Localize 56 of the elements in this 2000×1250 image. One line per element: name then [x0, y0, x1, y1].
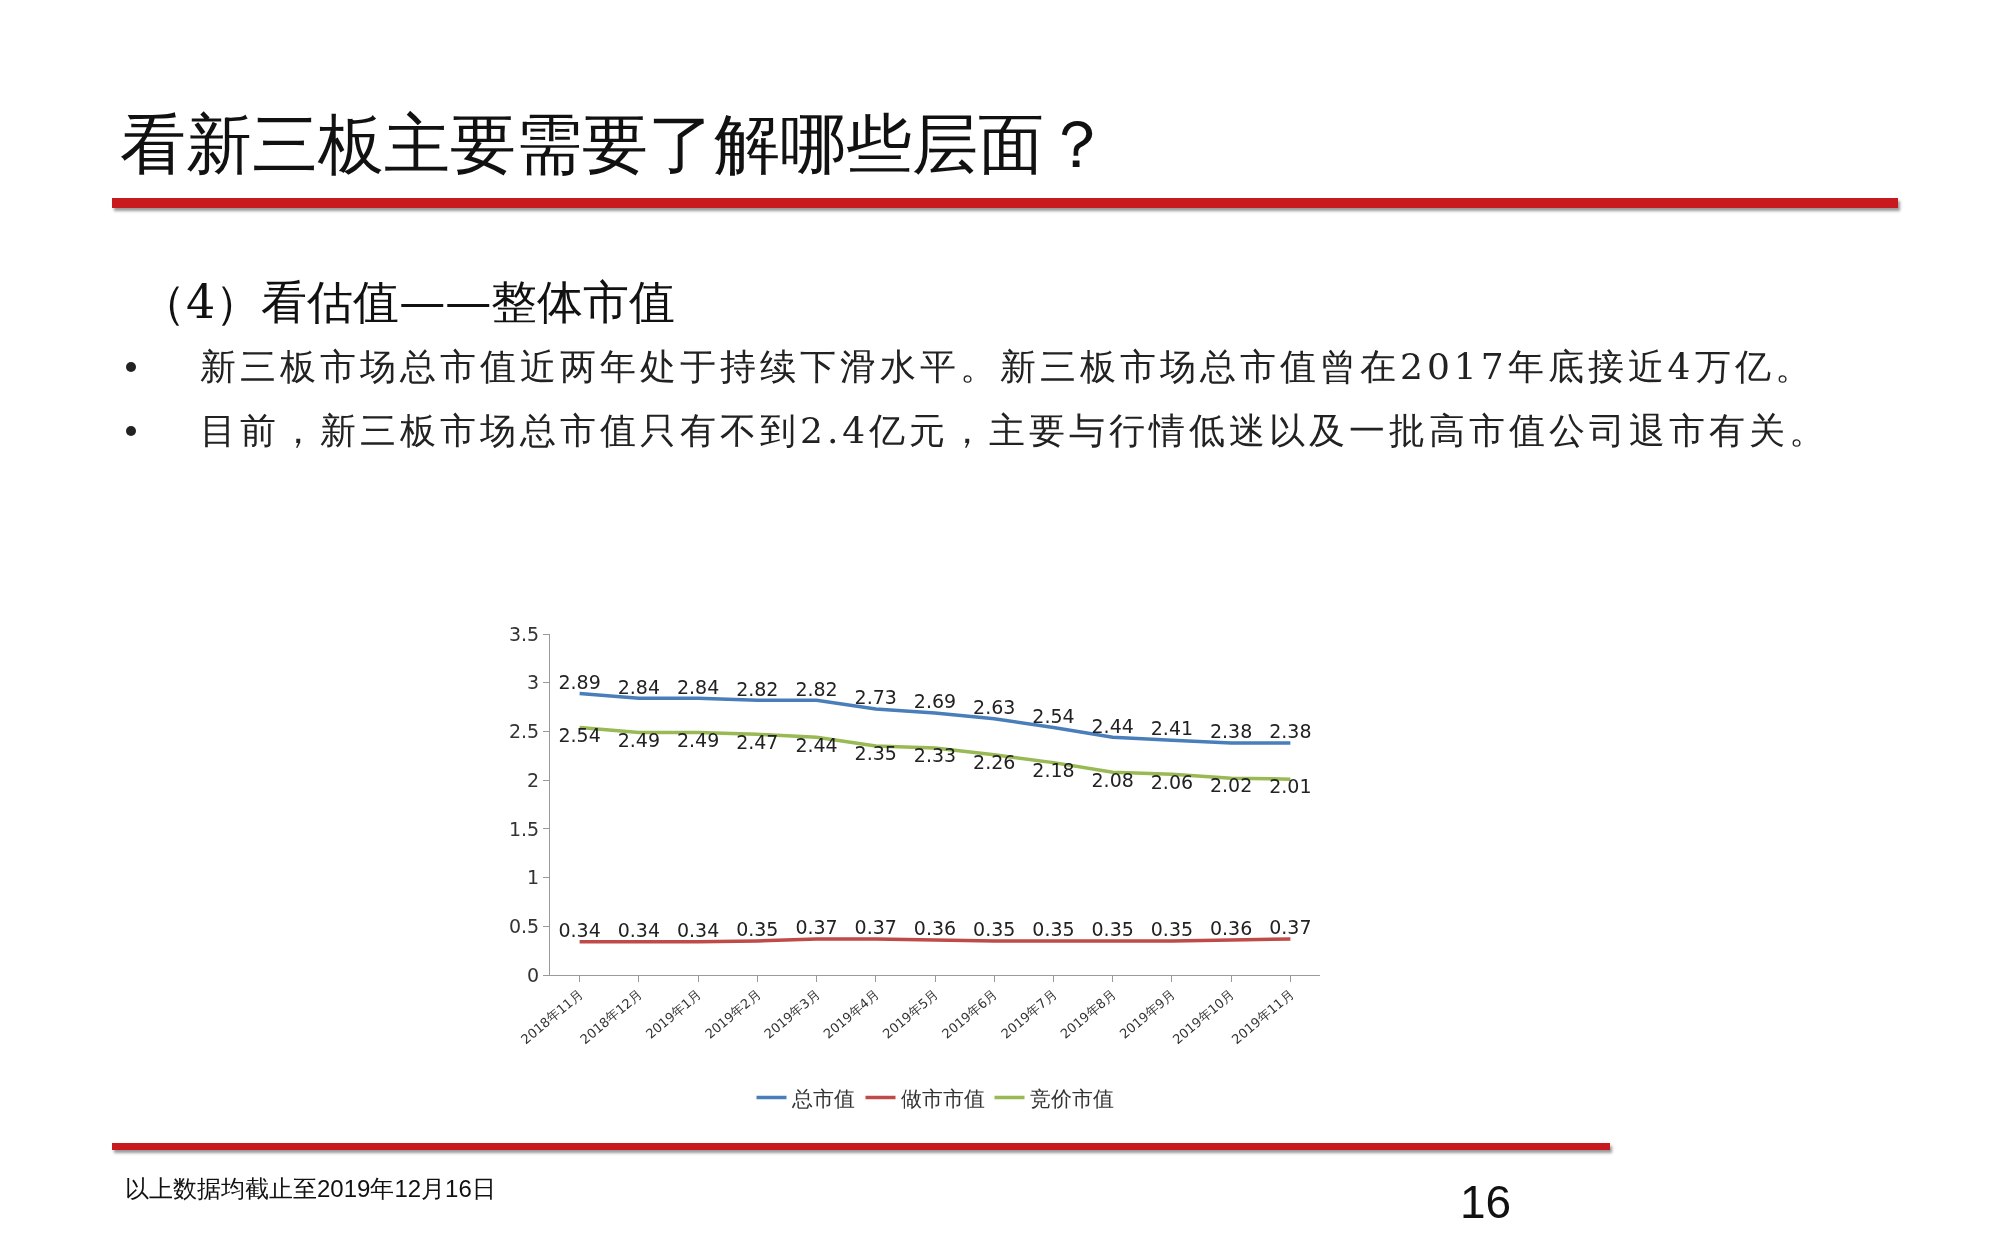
y-tick-label: 0	[527, 963, 540, 986]
data-label: 2.54	[558, 723, 601, 746]
data-label: 0.37	[795, 916, 838, 939]
data-label: 2.73	[854, 686, 897, 709]
data-label: 2.49	[617, 728, 661, 751]
y-tick-label: 0.5	[508, 914, 540, 937]
y-tick-label: 1	[527, 866, 540, 889]
data-label: 0.35	[1032, 918, 1075, 941]
data-label: 0.34	[617, 919, 661, 942]
data-label: 2.84	[676, 675, 720, 698]
data-label: 0.35	[973, 918, 1016, 941]
data-label: 2.38	[1209, 720, 1253, 743]
text: 目前，新三板市场总市值只有不到2.4亿元，主要与行情低迷以及一批高市值公司退市有关。	[200, 410, 1830, 451]
data-label: 2.84	[617, 675, 661, 698]
data-label: 2.38	[1269, 720, 1312, 743]
y-tick-label: 3	[527, 671, 540, 694]
text: 新三板市场总市值近两年处于持续下滑水平。新三板市场总市值曾在2017年底接近4万亿。	[200, 346, 1815, 387]
data-label: 0.36	[1209, 917, 1253, 940]
chart-title: 看新三板主要需要了解哪些层面？	[120, 105, 1110, 185]
legend-label: 做市市值	[900, 1086, 985, 1111]
data-label: 2.49	[676, 728, 720, 751]
data-label: 2.02	[1209, 774, 1253, 797]
data-label: 2.69	[913, 690, 957, 713]
data-label: 2.18	[1032, 758, 1075, 781]
data-label: 2.08	[1091, 768, 1134, 791]
data-label: 2.35	[854, 742, 897, 765]
y-tick-label: 2.5	[508, 720, 540, 743]
data-label: 2.54	[1032, 704, 1075, 727]
data-label: 2.01	[1269, 775, 1312, 798]
data-label: 0.36	[913, 917, 957, 940]
data-label: 2.47	[736, 730, 779, 753]
y-tick-label: 1.5	[508, 817, 540, 840]
y-tick-label: 2	[527, 768, 540, 791]
text: 16	[1460, 1175, 1512, 1229]
y-tick-label: 3.5	[508, 622, 540, 645]
data-label: 0.35	[1091, 918, 1134, 941]
data-label: 2.26	[973, 751, 1016, 774]
legend-label: 总市值	[790, 1086, 855, 1111]
legend-label: 竞价市值	[1029, 1086, 1114, 1111]
text: 以上数据均截止至2019年12月16日	[125, 1174, 496, 1204]
data-label: 2.41	[1150, 717, 1194, 740]
data-label: 2.89	[558, 670, 601, 693]
data-label: 2.33	[913, 744, 957, 767]
data-label: 0.35	[736, 918, 779, 941]
data-label: 0.34	[676, 919, 720, 942]
data-label: 2.82	[736, 677, 779, 700]
data-label: 2.44	[795, 733, 838, 756]
data-label: 2.82	[795, 677, 838, 700]
data-label: 0.35	[1150, 918, 1194, 941]
data-label: 2.06	[1150, 770, 1194, 793]
data-label: 2.44	[1091, 714, 1134, 737]
data-label: 0.37	[854, 916, 897, 939]
data-label: 0.34	[558, 919, 601, 942]
chart-subtitle: （4）看估值——整体市值	[140, 274, 676, 331]
data-label: 2.63	[973, 696, 1016, 719]
data-label: 0.37	[1269, 916, 1312, 939]
